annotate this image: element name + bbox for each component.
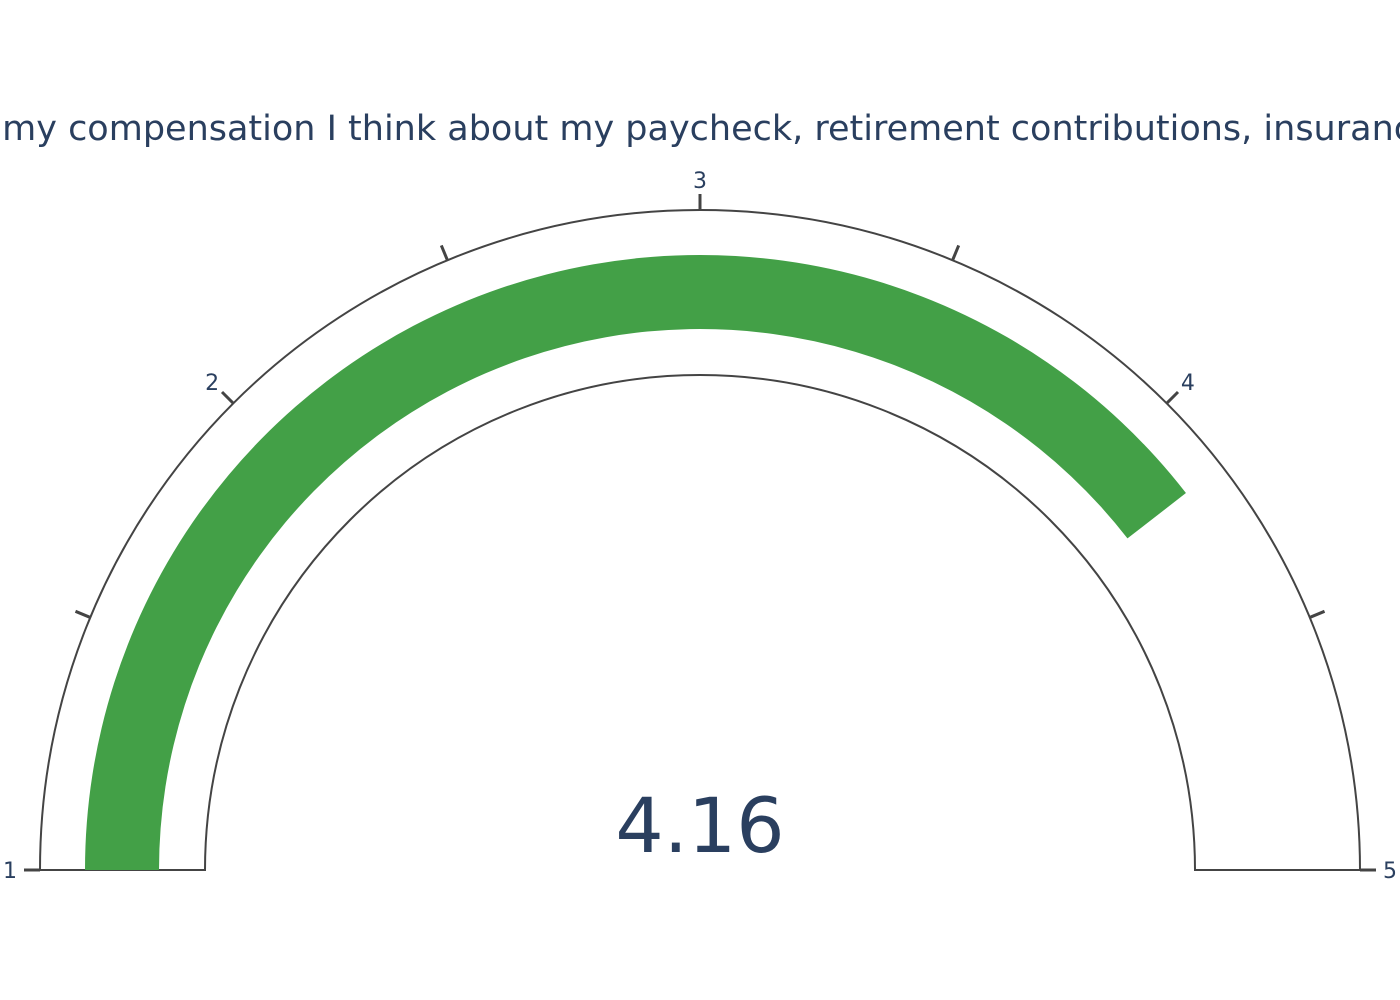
- gauge-value-number: 4.16: [615, 781, 784, 870]
- gauge-tick-label: 4: [1181, 371, 1195, 396]
- gauge-tick-mark: [74, 609, 91, 619]
- gauge-title: When I think of my compensation I think …: [0, 109, 1400, 149]
- gauge-tick-label: 1: [3, 859, 17, 884]
- gauge-tick-label: 2: [205, 371, 219, 396]
- gauge-value-bar: [84, 254, 1186, 870]
- gauge-ticks: 1 2 3 4 5: [3, 169, 1397, 884]
- gauge-tick-label: 3: [693, 169, 707, 194]
- gauge-tick-mark: [220, 390, 235, 405]
- gauge-tick-label: 5: [1383, 859, 1397, 884]
- gauge-tick-mark: [439, 244, 449, 261]
- gauge-tick-mark: [951, 244, 961, 261]
- gauge-tick-mark: [1309, 609, 1326, 619]
- gauge-tick-mark: [1165, 390, 1180, 405]
